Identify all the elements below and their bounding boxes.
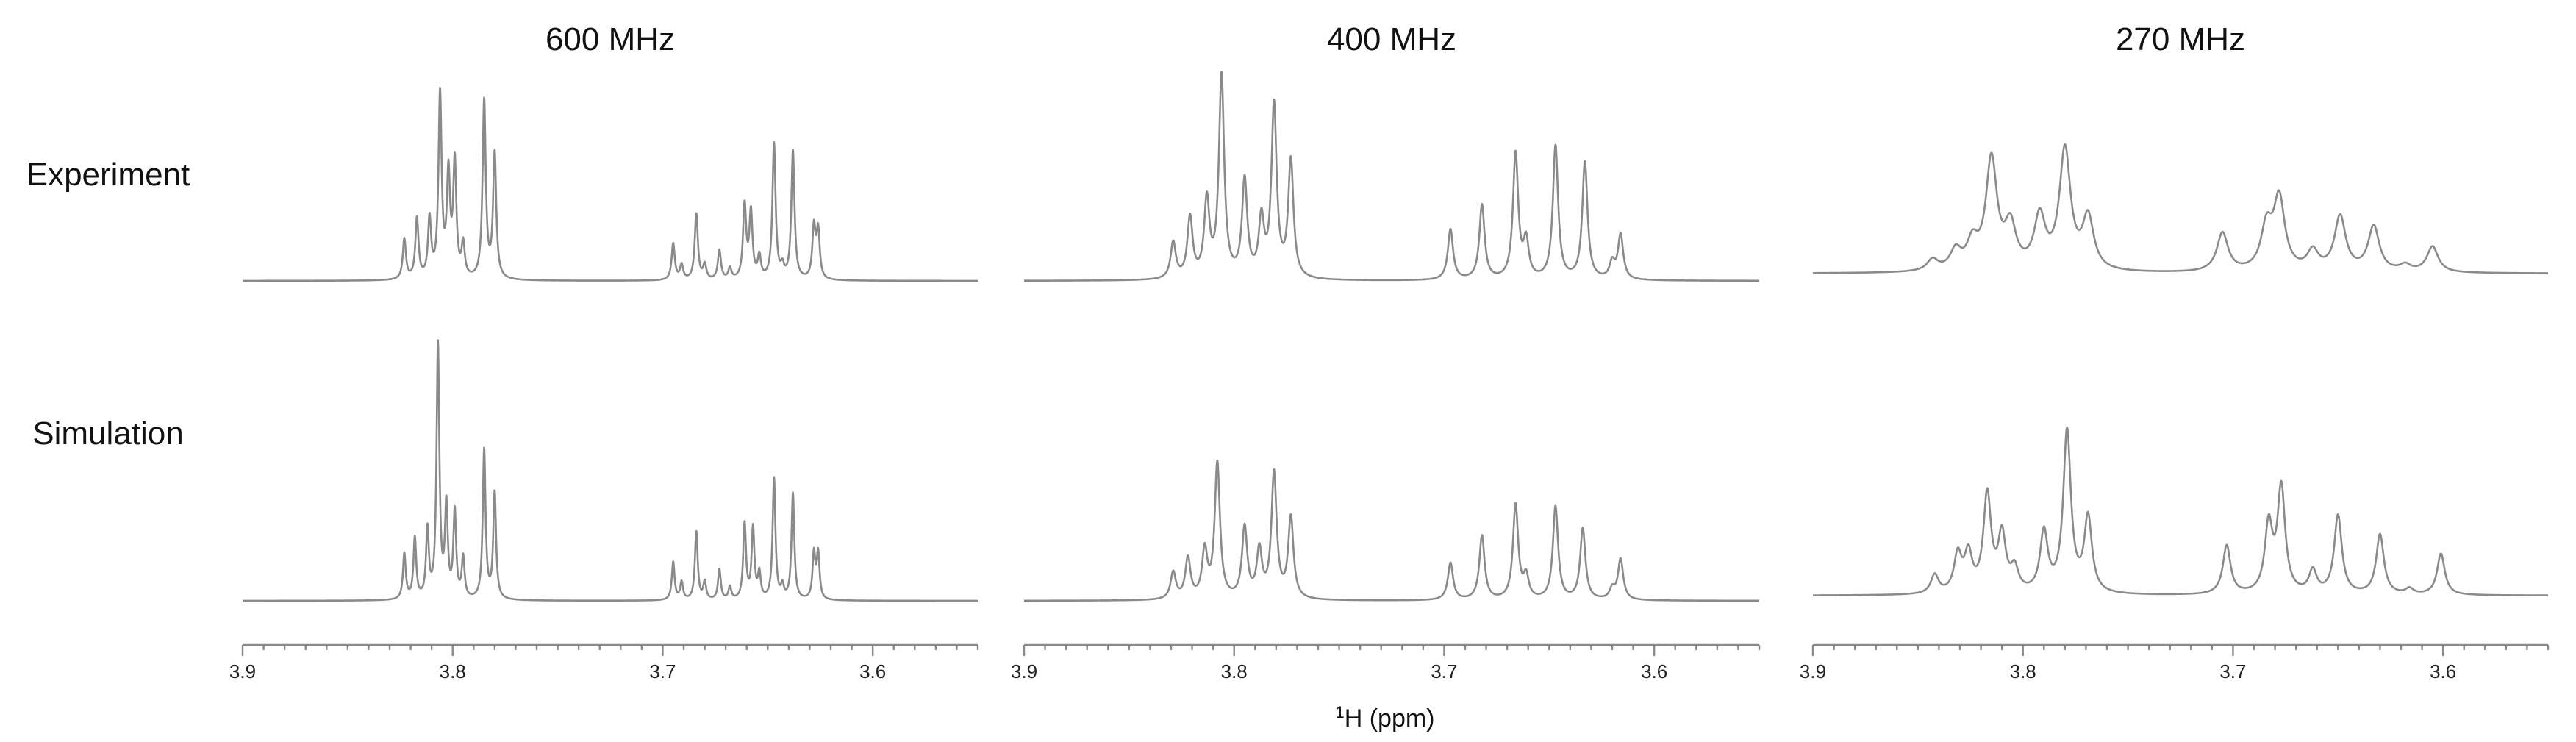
x-axes: 3.9 3.8 3.7 3.6 3.9 3.8 3.7 3.6 3.9 3.8 3.7 3.6: [229, 643, 2550, 682]
row-label-simulation: Simulation: [32, 415, 183, 452]
row-label-experiment: Experiment: [26, 157, 190, 193]
panel-title-400-mhz: 400 MHz: [1327, 21, 1456, 57]
spectrum-600-mhz-experiment: [242, 86, 978, 282]
spectrum-600-mhz-simulation: [242, 339, 978, 602]
tick-label-400-mhz-3.9: 3.9: [1011, 660, 1037, 682]
spectrum-400-mhz-experiment: [1023, 71, 1760, 282]
tick-label-400-mhz-3.7: 3.7: [1431, 660, 1457, 682]
tick-label-270-mhz-3.6: 3.6: [2430, 660, 2456, 682]
tick-label-270-mhz-3.8: 3.8: [2010, 660, 2036, 682]
tick-label-600-mhz-3.8: 3.8: [440, 660, 466, 682]
spectrum-400-mhz-simulation: [1023, 459, 1760, 602]
spectra: [242, 71, 2549, 602]
tick-label-600-mhz-3.9: 3.9: [229, 660, 256, 682]
tick-label-270-mhz-3.9: 3.9: [1800, 660, 1826, 682]
panel-titles: 600 MHz 400 MHz 270 MHz: [545, 21, 2245, 57]
spectrum-270-mhz-simulation: [1812, 427, 2549, 596]
tick-label-270-mhz-3.7: 3.7: [2219, 660, 2246, 682]
tick-label-400-mhz-3.6: 3.6: [1641, 660, 1667, 682]
spectrum-270-mhz-experiment: [1812, 143, 2549, 274]
tick-label-600-mhz-3.7: 3.7: [649, 660, 676, 682]
tick-label-600-mhz-3.6: 3.6: [859, 660, 886, 682]
row-labels: Experiment Simulation: [26, 157, 190, 452]
x-axis-label: 1H (ppm): [1335, 703, 1434, 732]
tick-label-400-mhz-3.8: 3.8: [1221, 660, 1248, 682]
panel-title-270-mhz: 270 MHz: [2116, 21, 2245, 57]
panel-title-600-mhz: 600 MHz: [545, 21, 675, 57]
